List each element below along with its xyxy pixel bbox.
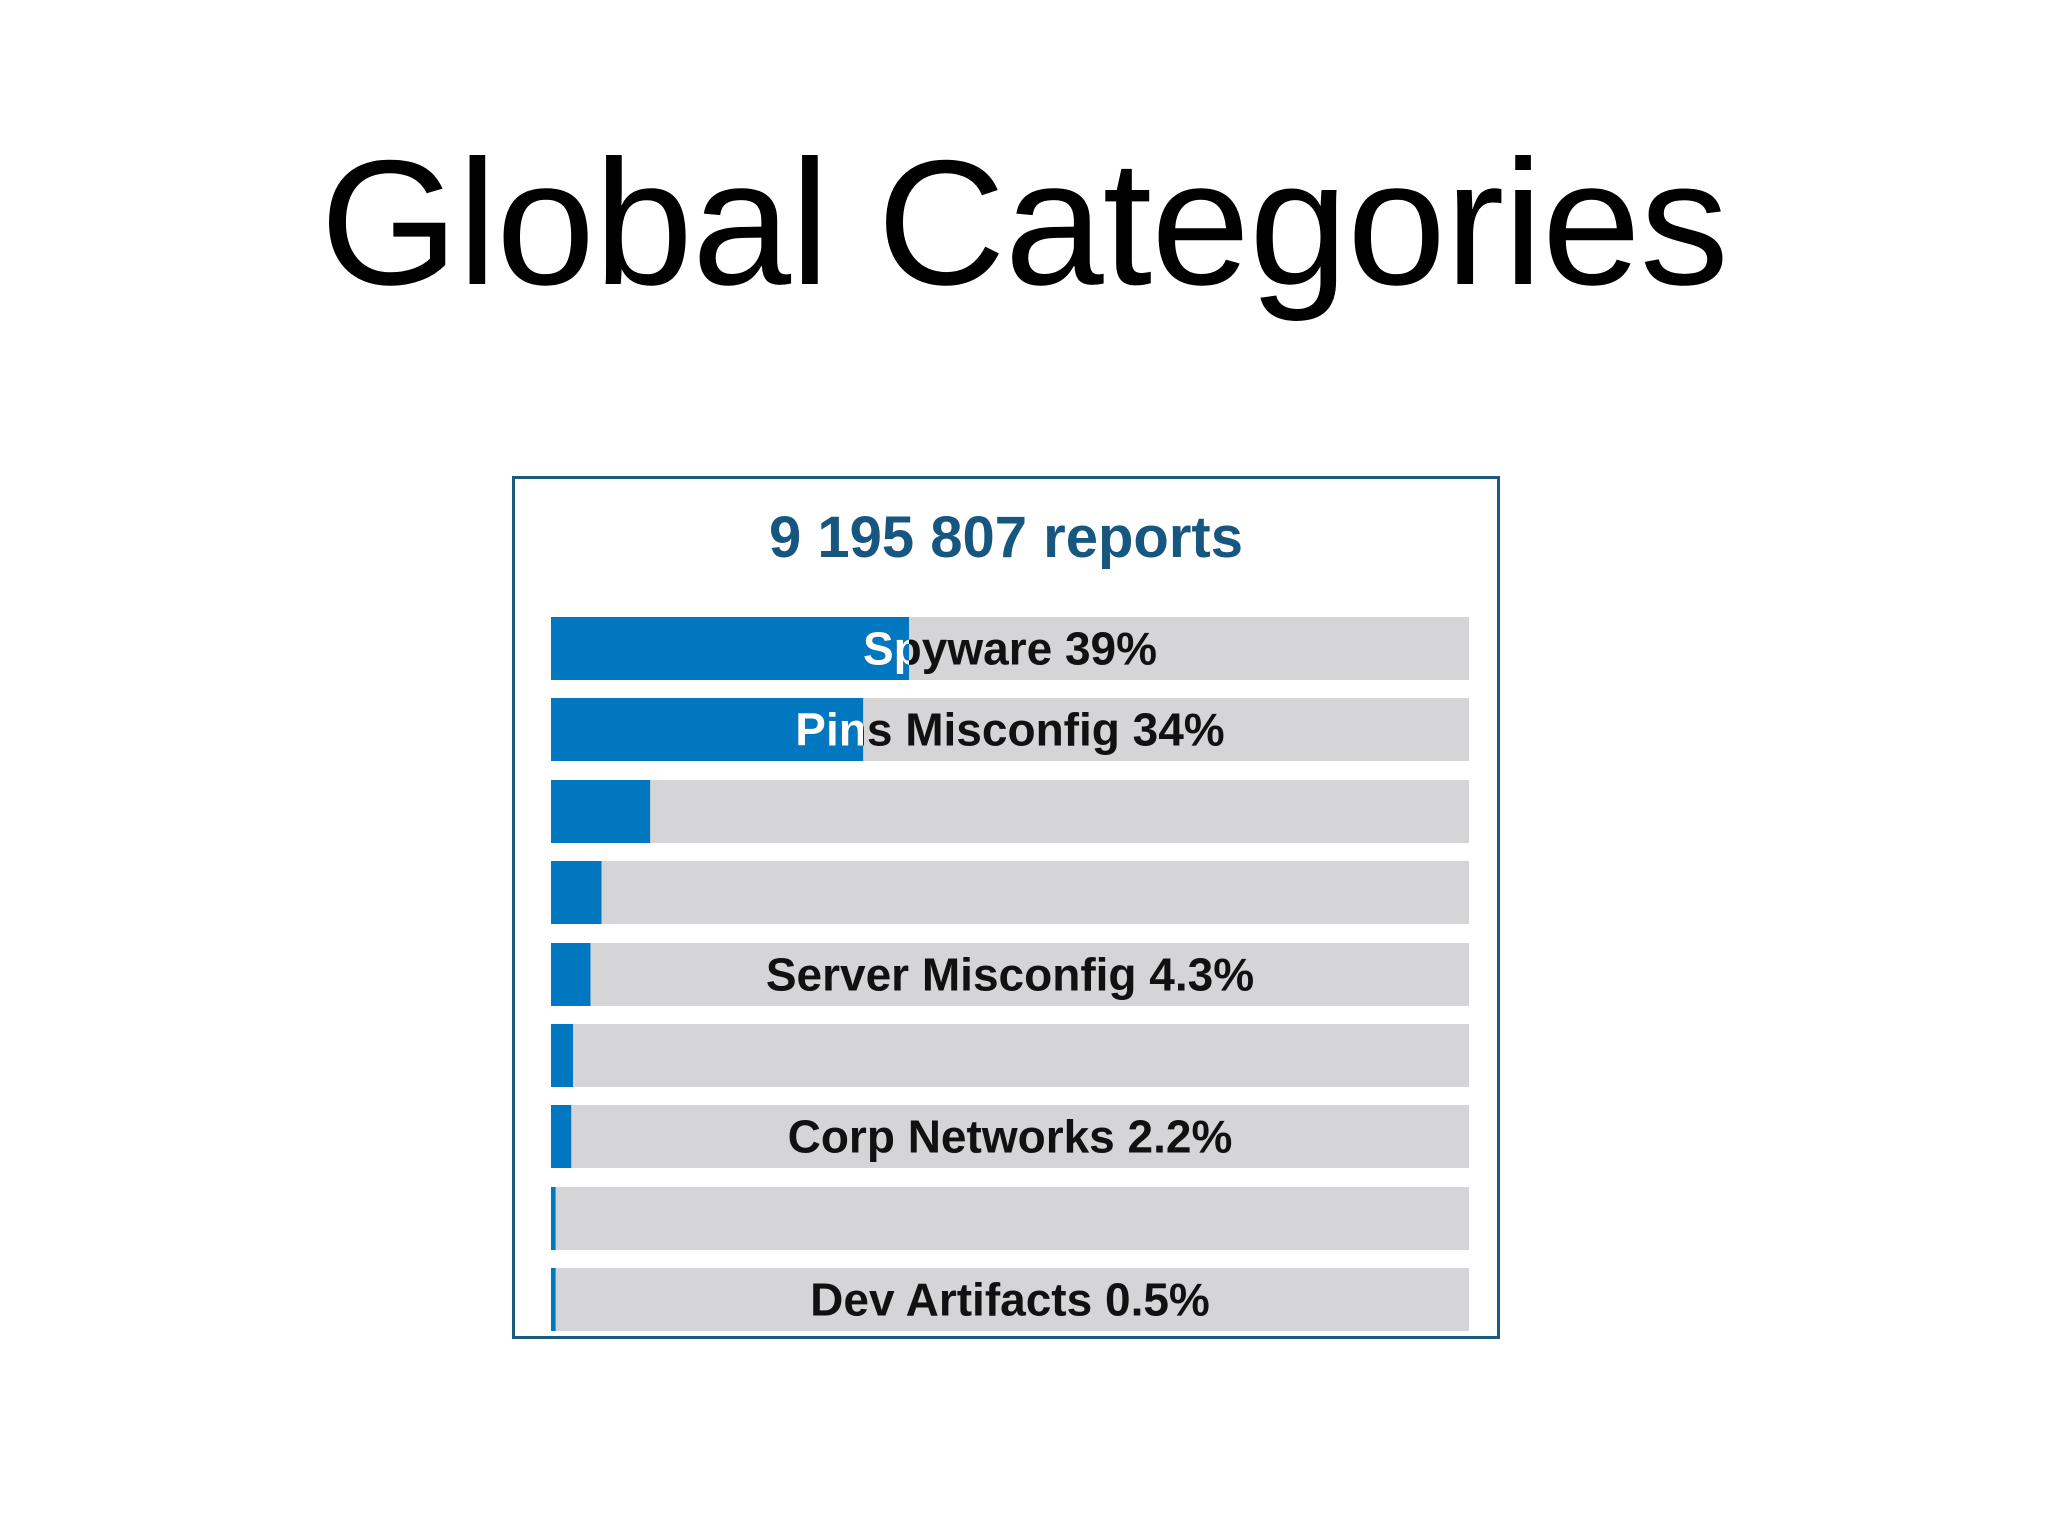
bar-fill — [551, 1268, 556, 1331]
bar-row: Server Misconfig 4.3%Server Misconfig 4.… — [551, 943, 1469, 1006]
bar-track — [551, 943, 1469, 1006]
slide-title: Global Categories — [320, 123, 1729, 322]
bar-fill — [551, 698, 864, 761]
bar-track — [551, 1105, 1469, 1168]
bar-fill — [551, 1105, 572, 1168]
bar-label: Dev Artifacts 0.5% — [810, 1274, 1210, 1326]
bar-label: Spyware 39% — [863, 623, 1157, 675]
bar-track — [551, 1268, 1469, 1331]
bar-row — [551, 861, 1469, 924]
bar-label-on-fill: Pins Misconfig 34% — [795, 704, 1224, 756]
bar-track — [551, 1187, 1469, 1250]
bar-fill — [551, 780, 651, 843]
bar-fill — [551, 861, 602, 924]
bar-chart: Spyware 39%Spyware 39% Pins Misconfig 34%… — [551, 617, 1469, 1331]
bar-row: Pins Misconfig 34%Pins Misconfig 34% — [551, 698, 1469, 761]
bar-label: Corp Networks 2.2% — [788, 1111, 1233, 1163]
bar-fill — [551, 1024, 574, 1087]
bar-label-on-fill: Spyware 39% — [863, 623, 1157, 675]
bar-row — [551, 1024, 1469, 1087]
bar-label: Pins Misconfig 34% — [795, 704, 1224, 756]
bar-row: Spyware 39%Spyware 39% — [551, 617, 1469, 680]
bar-row: Dev Artifacts 0.5%Dev Artifacts 0.5% — [551, 1268, 1469, 1331]
bar-fill — [551, 617, 910, 680]
bar-row — [551, 1187, 1469, 1250]
bar-label: Server Misconfig 4.3% — [766, 949, 1254, 1001]
bar-fill — [551, 943, 591, 1006]
bar-row — [551, 780, 1469, 843]
bar-fill — [551, 1187, 556, 1250]
bar-track — [551, 780, 1469, 843]
chart-title: 9 195 807 reports — [769, 505, 1243, 570]
bar-track — [551, 1024, 1469, 1087]
bar-track — [551, 861, 1469, 924]
chart-panel: 9 195 807 reports Spyware 39%Spyware 39%… — [512, 476, 1500, 1339]
bar-row: Corp Networks 2.2%Corp Networks 2.2% — [551, 1105, 1469, 1168]
